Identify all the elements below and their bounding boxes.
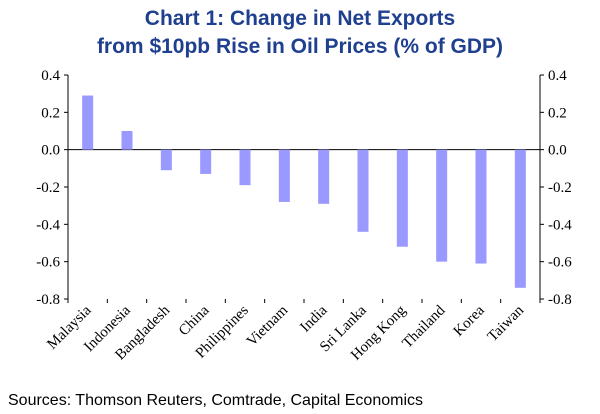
chart-title-line-2: from $10pb Rise in Oil Prices (% of GDP) bbox=[97, 35, 503, 58]
y-tick-label-right: -0.4 bbox=[548, 217, 572, 233]
category-label: Thailand bbox=[399, 302, 448, 351]
bar-india bbox=[318, 149, 330, 204]
bar-philippines bbox=[239, 149, 251, 186]
bar-bangladesh bbox=[160, 149, 172, 171]
bar-vietnam bbox=[278, 149, 290, 202]
bar-sri-lanka bbox=[357, 149, 369, 232]
y-tick-label-left: -0.6 bbox=[36, 255, 60, 271]
y-tick-label-left: 0.4 bbox=[41, 68, 60, 84]
bar-indonesia bbox=[121, 131, 133, 150]
y-tick-label-left: -0.4 bbox=[36, 217, 60, 233]
y-tick-label-right: 0.0 bbox=[548, 143, 567, 159]
y-tick-label-left: 0.0 bbox=[41, 143, 60, 159]
bar-china bbox=[200, 149, 212, 174]
bar-korea bbox=[475, 149, 487, 264]
y-tick-label-right: -0.8 bbox=[548, 292, 572, 308]
category-label: India bbox=[297, 302, 330, 335]
category-label: Korea bbox=[451, 302, 488, 339]
bar-malaysia bbox=[82, 95, 94, 150]
category-label: Vietnam bbox=[244, 302, 291, 349]
plot-area: 0.4 0.4 0.2 0.2 0.0 0.0 -0.2 -0.2 -0.4 -0.4 -0.6 -0… bbox=[36, 68, 572, 364]
chart-title-line-1: Chart 1: Change in Net Exports bbox=[145, 7, 455, 30]
category-label: China bbox=[176, 302, 213, 339]
y-tick-label-left: -0.8 bbox=[36, 292, 60, 308]
bar-hong-kong bbox=[396, 149, 408, 247]
source-note: Sources: Thomson Reuters, Comtrade, Capi… bbox=[8, 392, 423, 409]
y-tick-label-right: 0.2 bbox=[548, 105, 567, 121]
y-tick-label-right: 0.4 bbox=[548, 68, 567, 84]
y-tick-label-right: -0.6 bbox=[548, 255, 572, 271]
bar-taiwan bbox=[514, 149, 526, 288]
y-tick-label-left: 0.2 bbox=[41, 105, 60, 121]
y-tick-label-left: -0.2 bbox=[36, 180, 60, 196]
bar-thailand bbox=[436, 149, 448, 262]
category-label: Taiwan bbox=[485, 302, 528, 345]
y-tick-label-right: -0.2 bbox=[548, 180, 572, 196]
